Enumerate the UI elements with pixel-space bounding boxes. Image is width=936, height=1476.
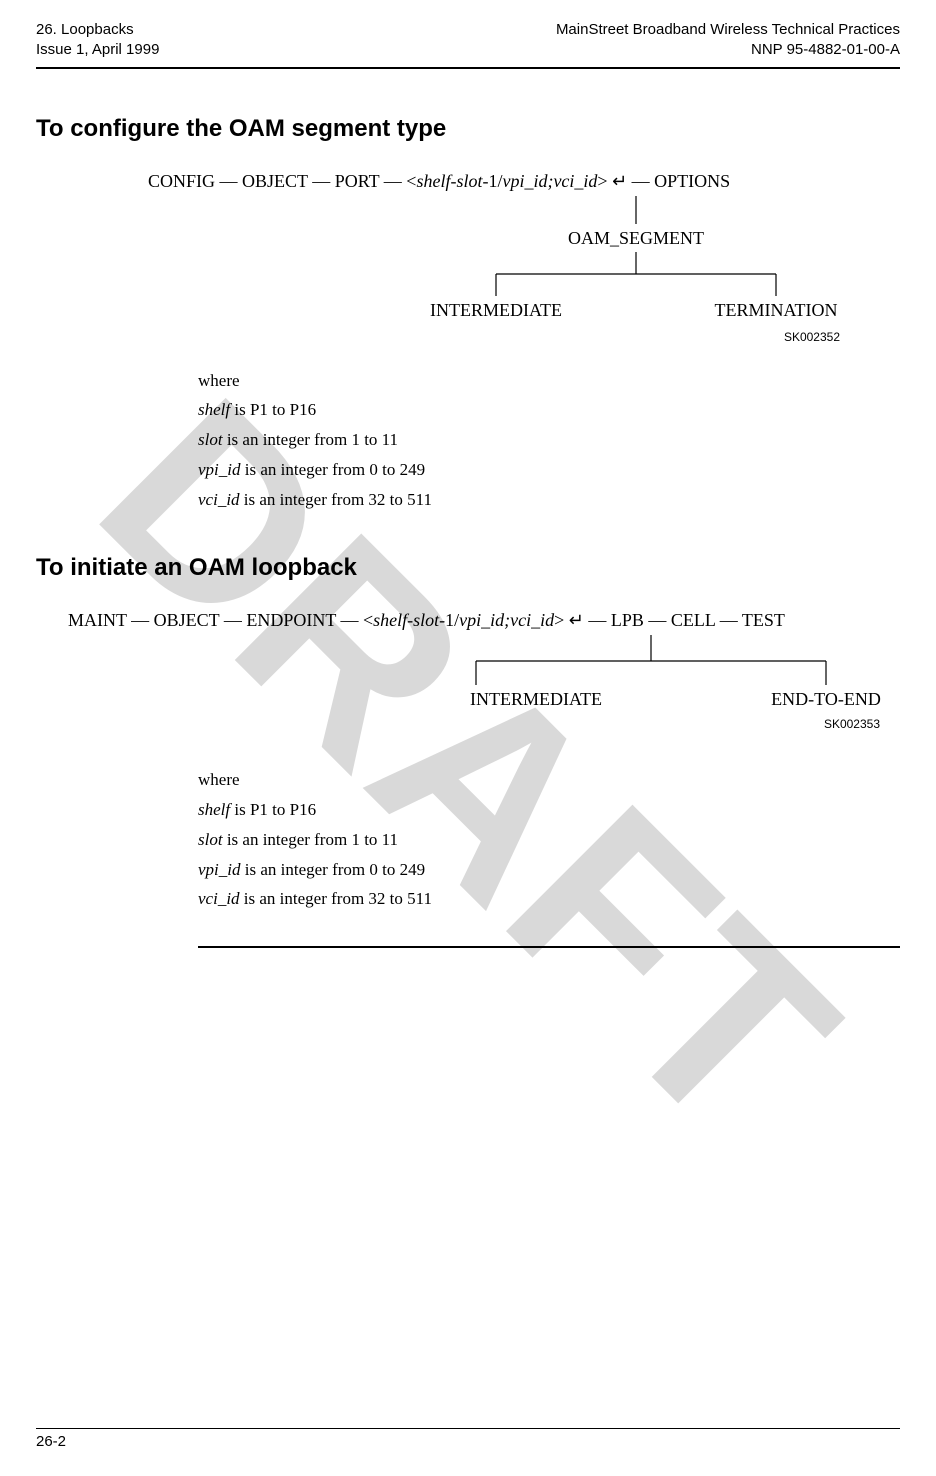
diagram-code: SK002353 [824,717,880,731]
cmd-param: shelf-slot [373,610,439,630]
cmd-param: vpi_id;vci_id [459,610,554,630]
tree-leaf-intermediate: INTERMEDIATE [470,689,602,709]
section1-command: CONFIG — OBJECT — PORT — <shelf-slot-1/v… [148,171,730,191]
where-intro: where [198,765,900,795]
section1-where: where shelf is P1 to P16 slot is an inte… [198,366,900,515]
cmd-text: > [597,171,612,191]
where-desc: is P1 to P16 [230,400,316,419]
header-left-line1: 26. Loopbacks [36,20,159,40]
footer-rule [36,1428,900,1429]
where-desc: is an integer from 0 to 249 [241,460,426,479]
where-desc: is an integer from 32 to 511 [240,490,432,509]
page-footer: 26-2 [36,1428,900,1450]
cmd-param: vpi_id;vci_id [502,171,597,191]
section-end-rule [198,946,900,948]
cmd-text: MAINT — OBJECT — ENDPOINT — < [68,610,373,630]
header-rule [36,67,900,69]
where-desc: is P1 to P16 [230,800,316,819]
section2-tree-diagram: INTERMEDIATE END-TO-END [36,635,936,755]
tree-leaf-intermediate: INTERMEDIATE [430,300,562,320]
where-term: vpi_id [198,860,241,879]
where-desc: is an integer from 1 to 11 [223,830,398,849]
tree-leaf-termination: TERMINATION [715,300,838,320]
cmd-text: -1/ [439,610,459,630]
enter-symbol: ↵ [612,171,627,191]
cmd-text: -1/ [482,171,502,191]
where-desc: is an integer from 32 to 511 [240,889,432,908]
section2-command: MAINT — OBJECT — ENDPOINT — <shelf-slot-… [68,610,785,630]
where-term: vci_id [198,490,240,509]
header-right-line2: NNP 95-4882-01-00-A [556,40,900,60]
where-intro: where [198,366,900,396]
header-right-line1: MainStreet Broadband Wireless Technical … [556,20,900,40]
page-header: 26. Loopbacks Issue 1, April 1999 MainSt… [36,20,900,61]
cmd-text: CONFIG — OBJECT — PORT — < [148,171,416,191]
cmd-text: > [554,610,569,630]
where-term: shelf [198,400,230,419]
where-term: vci_id [198,889,240,908]
tree-root-label: OAM_SEGMENT [568,228,704,248]
section2-where: where shelf is P1 to P16 slot is an inte… [198,765,900,914]
where-term: slot [198,830,223,849]
header-left-line2: Issue 1, April 1999 [36,40,159,60]
page-number: 26-2 [36,1433,900,1450]
where-term: vpi_id [198,460,241,479]
tree-leaf-end-to-end: END-TO-END [771,689,881,709]
cmd-param: shelf-slot [416,171,482,191]
diagram-code: SK002352 [784,330,840,344]
cmd-text: — OPTIONS [627,171,730,191]
where-term: shelf [198,800,230,819]
where-term: slot [198,430,223,449]
enter-symbol: ↵ [569,610,584,630]
where-desc: is an integer from 0 to 249 [241,860,426,879]
section2-heading: To initiate an OAM loopback [36,554,900,582]
section1-heading: To configure the OAM segment type [36,115,900,143]
cmd-text: — LPB — CELL — TEST [584,610,785,630]
where-desc: is an integer from 1 to 11 [223,430,398,449]
